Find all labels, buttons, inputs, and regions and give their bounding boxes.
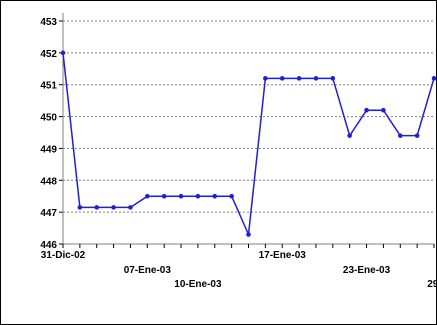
x-tick-label: 17-Ene-03 — [259, 250, 307, 261]
x-tick-label: 07-Ene-03 — [124, 265, 172, 276]
data-point — [431, 76, 436, 81]
y-tick-label: 451 — [40, 81, 57, 92]
y-tick-label: 449 — [40, 144, 57, 155]
y-tick-label: 453 — [40, 17, 57, 28]
data-point — [347, 133, 352, 138]
data-point — [414, 133, 420, 138]
data-point — [145, 193, 150, 199]
data-point — [313, 76, 319, 81]
data-point — [60, 50, 66, 56]
data-point — [212, 193, 218, 199]
gridlines — [63, 20, 434, 213]
axes — [59, 13, 435, 248]
series-group — [60, 50, 436, 238]
data-point — [128, 205, 133, 210]
data-point — [296, 76, 302, 81]
data-point — [195, 193, 201, 199]
y-tick-label: 452 — [40, 49, 57, 60]
data-point — [77, 205, 83, 210]
y-tick-label: 447 — [40, 208, 57, 219]
y-tick-label: 448 — [40, 176, 57, 187]
series-line — [62, 52, 435, 238]
data-point — [330, 76, 336, 81]
data-point — [246, 232, 251, 237]
data-point — [263, 76, 268, 81]
data-point — [229, 193, 234, 199]
data-point — [279, 76, 285, 81]
data-point — [397, 133, 403, 138]
data-point — [94, 205, 100, 210]
data-point — [364, 107, 369, 113]
data-point — [178, 193, 184, 199]
data-point — [161, 193, 167, 199]
data-point — [111, 205, 116, 210]
data-point — [381, 107, 386, 113]
x-tick-label: 23-Ene-03 — [343, 265, 391, 276]
x-tick-label: 31-Dic-02 — [41, 250, 86, 261]
y-tick-labels: 446 447 448 449 450 451 452 453 — [40, 17, 57, 251]
x-tick-label: 29-Ene-03 — [427, 279, 436, 290]
y-tick-label: 450 — [40, 113, 57, 124]
y-tick-label: 446 — [40, 240, 57, 251]
x-tick-label: 10-Ene-03 — [174, 279, 222, 290]
